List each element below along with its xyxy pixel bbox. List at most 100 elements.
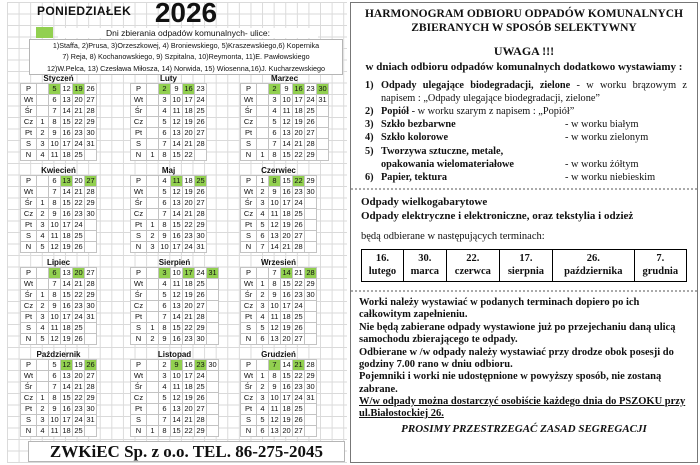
day-of-week-label: N — [130, 241, 147, 253]
day-cell: 5 — [158, 116, 171, 128]
day-of-week-label: Śr — [20, 105, 37, 117]
day-of-week-label: Wt — [130, 278, 147, 290]
empty-day-cell — [206, 414, 219, 426]
day-of-week-label: Pt — [240, 127, 257, 139]
day-cell: 27 — [304, 127, 317, 139]
day-cell: 17 — [280, 392, 293, 404]
month-week-row: S 1 8 15 22 29 — [130, 322, 219, 334]
day-cell: 24 — [292, 392, 305, 404]
day-cell: 23 — [72, 300, 85, 312]
collection-day-cell: 23 — [194, 359, 207, 371]
empty-day-cell — [36, 105, 49, 117]
day-cell: 28 — [84, 186, 97, 198]
day-cell: 15 — [60, 392, 73, 404]
month-week-row: Wt 1 8 15 22 29 — [240, 278, 317, 290]
empty-day-cell — [206, 300, 219, 312]
month-inner: Marzec P 2 9 16 23 30 Wt 3 10 17 24 31 Śr 4 11 18 25 Cz 5 12… — [240, 74, 329, 161]
month-week-row: Cz 1 8 15 22 29 — [20, 116, 97, 128]
day-of-week-label: Pt — [240, 403, 257, 415]
waste-item: 2) Popiół - w worku szarym z napisem : „P… — [359, 105, 689, 118]
month-week-row: Śr 2 9 16 23 30 — [240, 289, 317, 301]
month-title: Czerwiec — [261, 166, 296, 175]
day-cell: 31 — [304, 392, 317, 404]
month-week-row: Cz 6 13 20 27 — [130, 300, 219, 312]
day-cell: 19 — [280, 414, 293, 426]
day-cell: 12 — [170, 186, 183, 198]
day-cell: 12 — [48, 333, 61, 345]
day-cell: 13 — [60, 94, 73, 106]
day-cell: 13 — [60, 370, 73, 382]
day-cell: 9 — [48, 127, 61, 139]
day-cell: 6 — [158, 127, 171, 139]
day-cell: 26 — [292, 414, 305, 426]
day-cell: 21 — [292, 267, 305, 279]
day-cell: 15 — [60, 197, 73, 209]
day-cell: 30 — [194, 230, 207, 242]
empty-day-cell — [146, 186, 159, 198]
day-cell: 9 — [158, 333, 171, 345]
day-cell: 17 — [170, 241, 183, 253]
day-cell: 21 — [292, 138, 305, 150]
item-body: Papier, tektura - w worku niebieskim — [381, 171, 689, 184]
day-of-week-label: P — [20, 175, 37, 187]
day-of-week-label: P — [240, 359, 257, 371]
day-cell: 28 — [304, 138, 317, 150]
month-block: Styczeń P 5 12 19 26 Wt 6 13 20 27 Śr 7 14 21 28 Cz 1 8 15 2… — [9, 74, 119, 166]
day-cell: 7 — [158, 311, 171, 323]
empty-day-cell — [146, 403, 159, 415]
bulky-waste-lines: Odpady wielkogabarytowe Odpady elektrycz… — [361, 195, 687, 224]
day-of-week-label: Cz — [130, 208, 147, 220]
day-cell: 23 — [72, 208, 85, 220]
day-cell: 18 — [182, 278, 195, 290]
month-week-row: Pt 3 10 17 24 31 — [20, 311, 97, 323]
day-cell: 26 — [84, 83, 97, 95]
day-cell: 21 — [280, 241, 293, 253]
day-cell: 26 — [194, 289, 207, 301]
day-of-week-label: Pt — [130, 403, 147, 415]
month-week-row: Pt 4 11 18 25 — [240, 403, 317, 415]
day-cell: 1 — [36, 197, 49, 209]
day-cell: 1 — [146, 149, 159, 161]
day-cell: 1 — [146, 219, 159, 231]
day-cell: 3 — [256, 300, 269, 312]
empty-day-cell — [84, 149, 97, 161]
day-cell: 29 — [194, 425, 207, 437]
day-of-week-label: N — [130, 333, 147, 345]
day-cell: 19 — [182, 289, 195, 301]
day-of-week-label: S — [20, 230, 37, 242]
day-cell: 11 — [48, 149, 61, 161]
day-cell: 15 — [60, 289, 73, 301]
empty-day-cell — [146, 116, 159, 128]
day-cell: 19 — [292, 116, 305, 128]
day-cell: 7 — [48, 381, 61, 393]
day-cell: 25 — [72, 425, 85, 437]
day-cell: 24 — [72, 311, 85, 323]
day-cell: 5 — [268, 116, 281, 128]
day-cell: 22 — [292, 149, 305, 161]
day-cell: 9 — [48, 300, 61, 312]
day-cell: 20 — [280, 333, 293, 345]
day-cell: 21 — [182, 208, 195, 220]
title-line-2: ZBIERANYCH W SPOSÓB SELEKTYWNY — [411, 22, 637, 35]
year-title: 2026 — [154, 0, 218, 28]
month-title: Październik — [36, 350, 81, 359]
day-of-week-label: Wt — [240, 278, 257, 290]
day-of-week-label: Wt — [20, 186, 37, 198]
day-of-week-label: Pt — [20, 311, 37, 323]
day-cell: 1 — [36, 116, 49, 128]
day-cell: 10 — [48, 311, 61, 323]
day-cell: 24 — [292, 197, 305, 209]
day-cell: 17 — [280, 197, 293, 209]
empty-day-cell — [146, 175, 159, 187]
day-cell: 24 — [292, 300, 305, 312]
month-title: Luty — [160, 74, 177, 83]
term-cell: 17. sierpnia — [498, 248, 553, 283]
collection-note: Odbierane w /w odpady należy wystawiać p… — [359, 346, 674, 370]
day-cell: 30 — [84, 300, 97, 312]
notes-section: Worki należy wystawiać w podanych termin… — [351, 292, 697, 462]
day-of-week-label: Pt — [20, 403, 37, 415]
day-cell: 24 — [72, 414, 85, 426]
day-of-week-label: Śr — [130, 381, 147, 393]
day-cell: 22 — [72, 392, 85, 404]
day-cell: 27 — [194, 300, 207, 312]
